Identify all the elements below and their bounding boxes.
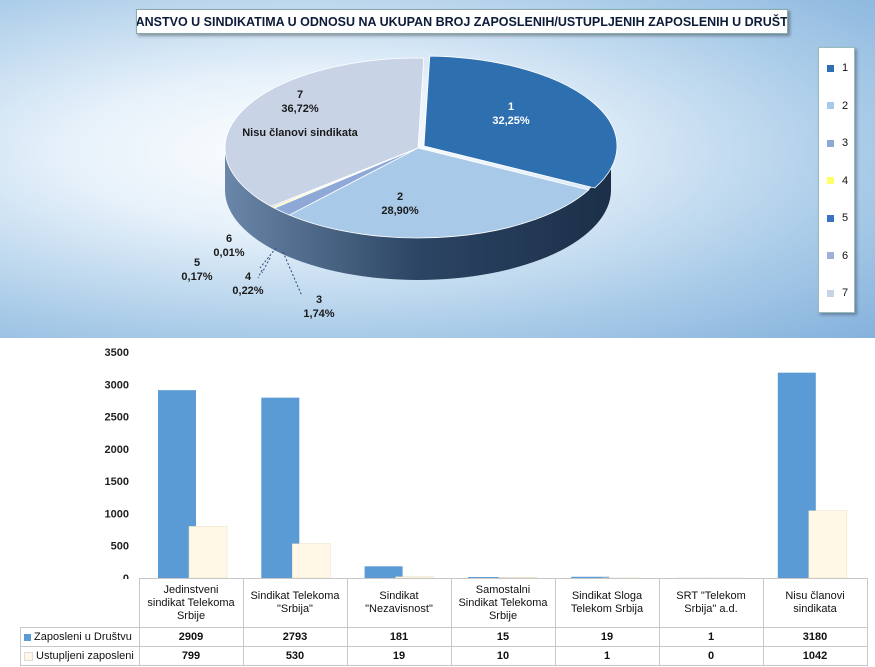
category-label: Sindikat Telekoma "Srbija" [242, 578, 348, 628]
legend-item-5: 5 [827, 212, 848, 224]
legend-swatch [827, 252, 834, 259]
table-row: Ustupljeni zaposleni 799 530 19 10 1 0 1042 [20, 646, 868, 666]
legend-label: 1 [842, 62, 849, 74]
bars [158, 372, 848, 579]
panel-separator [0, 338, 875, 342]
pie-legend: 1 2 3 4 5 6 7 [818, 47, 855, 313]
table-cell: 10 [450, 646, 556, 666]
table-cell: 19 [346, 646, 452, 666]
table-cell: 181 [346, 627, 452, 647]
pie-value-2: 28,90% [381, 205, 419, 217]
pie-label-4: 4 [245, 271, 252, 283]
table-cell: 15 [450, 627, 556, 647]
pie-leader-line [259, 247, 277, 269]
table-corner [21, 579, 140, 628]
table-cell: 19 [554, 627, 660, 647]
legend-item-6: 6 [827, 250, 848, 262]
y-tick-label: 500 [111, 541, 129, 553]
table-cell: 1 [658, 627, 764, 647]
category-label: Jedinstveni sindikat Telekoma Srbije [138, 578, 244, 628]
table-cell: 1042 [762, 646, 868, 666]
series-swatch [24, 651, 33, 661]
legend-label: 3 [842, 137, 849, 149]
bar-zaposleni-3 [467, 577, 506, 578]
table-cell: 2793 [242, 627, 348, 647]
y-tick-label: 1000 [105, 508, 129, 520]
series-swatch [24, 633, 31, 641]
bar-ustupljeni-3 [498, 577, 538, 579]
legend-label: 7 [842, 287, 849, 299]
legend-swatch [827, 289, 834, 297]
pie-label-2: 2 [397, 191, 403, 203]
bar-data-table: Jedinstveni sindikat Telekoma Srbije Sindik… [20, 578, 868, 666]
table-row: Zaposleni u Društvu 2909 2793 181 15 19 1 3180 [20, 627, 868, 647]
table-cell: 2909 [138, 627, 244, 647]
legend-label: 5 [842, 212, 849, 224]
pie-value-7: 36,72% [281, 103, 319, 115]
y-tick-label: 1500 [105, 476, 129, 488]
pie-extra-7: Nisu članovi sindikata [242, 127, 358, 139]
pie-value-5: 0,17% [181, 271, 212, 283]
pie-value-3: 1,74% [303, 308, 334, 320]
y-tick-label: 3500 [105, 347, 129, 359]
legend-swatch [827, 177, 834, 184]
legend-label: 6 [842, 249, 849, 262]
legend-swatch [827, 139, 834, 147]
bar-ustupljeni-0 [188, 526, 228, 579]
pie-label-7: 7 [297, 89, 303, 101]
legend-swatch [827, 214, 834, 222]
legend-swatch [827, 64, 834, 72]
y-tick-label: 0 [123, 573, 129, 579]
table-cell: 530 [242, 646, 348, 666]
table-cell: 3180 [762, 627, 868, 647]
bar-ustupljeni-1 [292, 543, 331, 579]
pie-rim-shape [225, 148, 611, 280]
pie-label-5: 5 [194, 257, 200, 269]
pie-value-6: 0,01% [213, 247, 244, 259]
y-axis-ticks: 0 500 1000 1500 2000 2500 3000 3500 [105, 347, 129, 579]
pie-slice-7 [224, 57, 425, 207]
table-cell: 799 [138, 646, 244, 666]
pie-leader-line [261, 257, 271, 274]
y-tick-label: 3000 [105, 379, 129, 391]
pie-label-3: 3 [316, 294, 322, 306]
chart-title: ČLANSTVO U SINDIKATIMA U ODNOSU NA UKUPA… [136, 9, 788, 34]
pie-slice-1 [423, 55, 618, 189]
legend-label: 4 [842, 174, 849, 187]
series-legend: Zaposleni u Društvu [20, 627, 140, 647]
bar-zaposleni-4 [571, 576, 610, 578]
legend-item-2: 2 [827, 100, 848, 112]
category-label: Samostalni Sindikat Telekoma Srbije [450, 578, 556, 628]
pie-label-6: 6 [226, 233, 232, 245]
pie-3d-rim [225, 148, 611, 280]
table-cell: 1 [554, 646, 660, 666]
category-label: Sindikat "Nezavisnost" [346, 578, 452, 628]
category-label: Nisu članovi sindikata [762, 578, 868, 628]
pie-leader-lines [257, 247, 303, 297]
bar-zaposleni-2 [364, 566, 403, 578]
series-legend: Ustupljeni zaposleni [20, 646, 140, 666]
legend-item-4: 4 [827, 175, 848, 187]
pie-labels: 1 32,25% 2 28,90% 3 1,74% 4 0,22% 5 0,17% 6 0,01% 7 3… [181, 89, 529, 320]
pie-value-4: 0,22% [232, 285, 263, 297]
legend-item-7: 7 [827, 287, 848, 299]
legend-label: 2 [842, 99, 849, 112]
legend-item-1: 1 [827, 62, 848, 74]
pie-label-1: 1 [508, 101, 514, 113]
category-label: Sindikat Sloga Telekom Srbija [554, 578, 660, 628]
pie-slice-2 [288, 147, 590, 239]
bar-chart: 0 500 1000 1500 2000 2500 3000 3500 [105, 347, 848, 579]
legend-swatch [827, 102, 834, 109]
pie-leader-line [257, 269, 263, 279]
legend-item-3: 3 [827, 137, 848, 149]
y-tick-label: 2500 [105, 412, 129, 424]
pie-chart: 1 32,25% 2 28,90% 3 1,74% 4 0,22% 5 0,17% 6 0,01% 7 3… [181, 55, 618, 320]
category-label: SRT "Telekom Srbija" a.d. [658, 578, 764, 628]
pie-slices [224, 55, 618, 239]
y-tick-label: 2000 [105, 444, 129, 456]
table-cell: 0 [658, 646, 764, 666]
bar-ustupljeni-6 [808, 510, 848, 579]
pie-value-1: 32,25% [492, 115, 530, 127]
